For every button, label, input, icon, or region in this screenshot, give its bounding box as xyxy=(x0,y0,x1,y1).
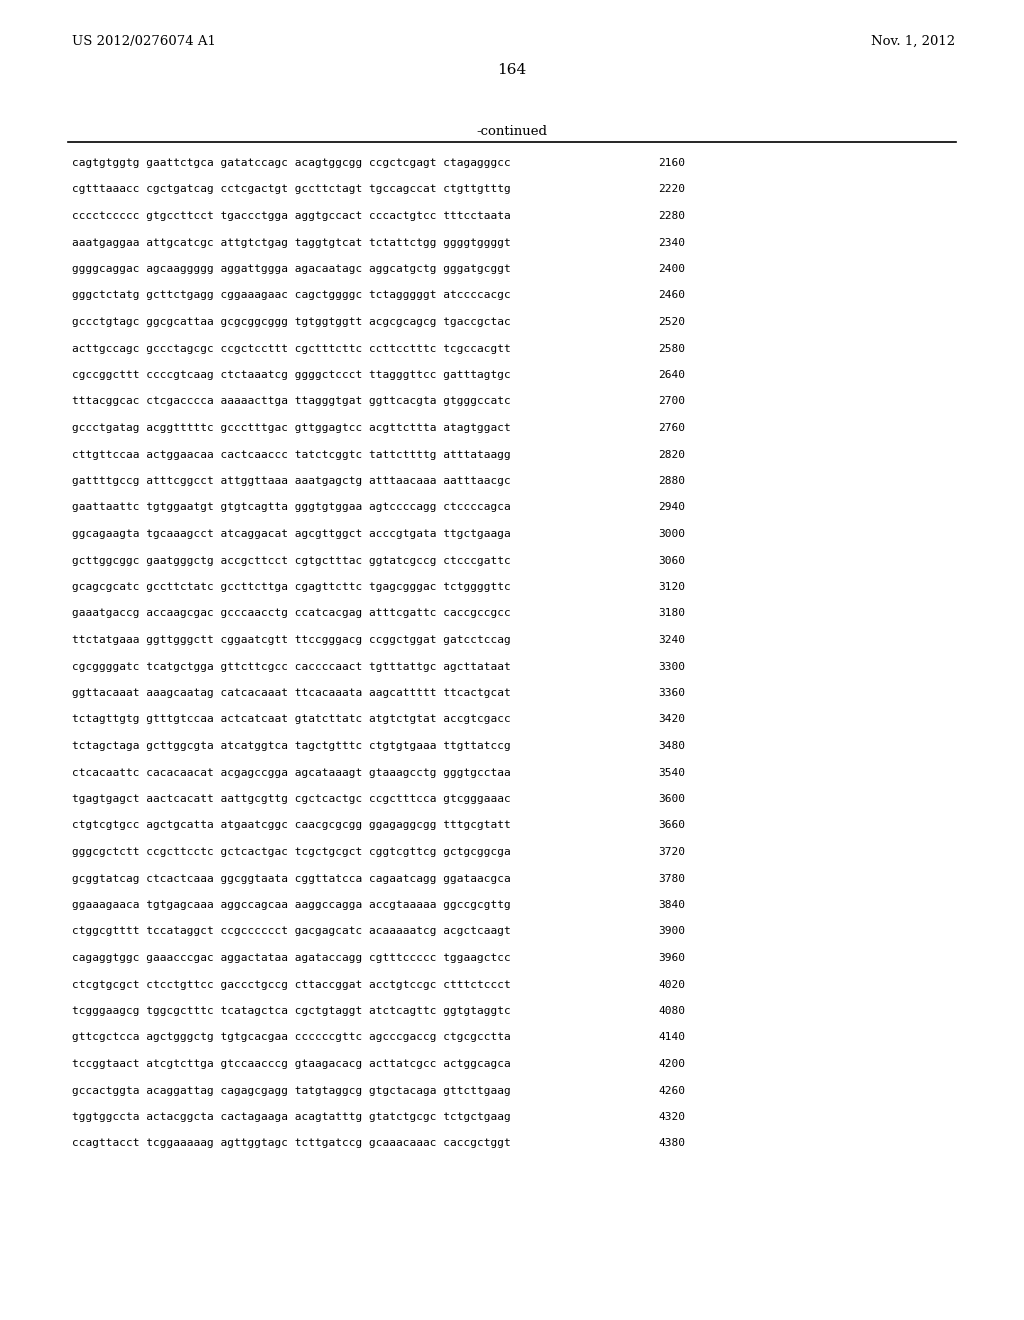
Text: 3960: 3960 xyxy=(658,953,685,964)
Text: 4140: 4140 xyxy=(658,1032,685,1043)
Text: 164: 164 xyxy=(498,63,526,77)
Text: ggttacaaat aaagcaatag catcacaaat ttcacaaata aagcattttt ttcactgcat: ggttacaaat aaagcaatag catcacaaat ttcacaa… xyxy=(72,688,511,698)
Text: 3300: 3300 xyxy=(658,661,685,672)
Text: 2280: 2280 xyxy=(658,211,685,220)
Text: gggcgctctt ccgcttcctc gctcactgac tcgctgcgct cggtcgttcg gctgcggcga: gggcgctctt ccgcttcctc gctcactgac tcgctgc… xyxy=(72,847,511,857)
Text: 2700: 2700 xyxy=(658,396,685,407)
Text: 3480: 3480 xyxy=(658,741,685,751)
Text: ggcagaagta tgcaaagcct atcaggacat agcgttggct acccgtgata ttgctgaaga: ggcagaagta tgcaaagcct atcaggacat agcgttg… xyxy=(72,529,511,539)
Text: 3840: 3840 xyxy=(658,900,685,909)
Text: 3780: 3780 xyxy=(658,874,685,883)
Text: Nov. 1, 2012: Nov. 1, 2012 xyxy=(870,36,955,48)
Text: 4380: 4380 xyxy=(658,1138,685,1148)
Text: 3420: 3420 xyxy=(658,714,685,725)
Text: ctgtcgtgcc agctgcatta atgaatcggc caacgcgcgg ggagaggcgg tttgcgtatt: ctgtcgtgcc agctgcatta atgaatcggc caacgcg… xyxy=(72,821,511,830)
Text: US 2012/0276074 A1: US 2012/0276074 A1 xyxy=(72,36,216,48)
Text: 2400: 2400 xyxy=(658,264,685,275)
Text: 3120: 3120 xyxy=(658,582,685,591)
Text: 4260: 4260 xyxy=(658,1085,685,1096)
Text: 2460: 2460 xyxy=(658,290,685,301)
Text: 3240: 3240 xyxy=(658,635,685,645)
Text: ttctatgaaa ggttgggctt cggaatcgtt ttccgggacg ccggctggat gatcctccag: ttctatgaaa ggttgggctt cggaatcgtt ttccggg… xyxy=(72,635,511,645)
Text: ctggcgtttt tccataggct ccgcccccct gacgagcatc acaaaaatcg acgctcaagt: ctggcgtttt tccataggct ccgcccccct gacgagc… xyxy=(72,927,511,936)
Text: tctagttgtg gtttgtccaa actcatcaat gtatcttatc atgtctgtat accgtcgacc: tctagttgtg gtttgtccaa actcatcaat gtatctt… xyxy=(72,714,511,725)
Text: tgagtgagct aactcacatt aattgcgttg cgctcactgc ccgctttcca gtcgggaaac: tgagtgagct aactcacatt aattgcgttg cgctcac… xyxy=(72,795,511,804)
Text: 3540: 3540 xyxy=(658,767,685,777)
Text: tcgggaagcg tggcgctttc tcatagctca cgctgtaggt atctcagttc ggtgtaggtc: tcgggaagcg tggcgctttc tcatagctca cgctgta… xyxy=(72,1006,511,1016)
Text: gccctgatag acggtttttc gccctttgac gttggagtcc acgttcttta atagtggact: gccctgatag acggtttttc gccctttgac gttggag… xyxy=(72,422,511,433)
Text: 3060: 3060 xyxy=(658,556,685,565)
Text: tctagctaga gcttggcgta atcatggtca tagctgtttc ctgtgtgaaa ttgttatccg: tctagctaga gcttggcgta atcatggtca tagctgt… xyxy=(72,741,511,751)
Text: tttacggcac ctcgacccca aaaaacttga ttagggtgat ggttcacgta gtgggccatc: tttacggcac ctcgacccca aaaaacttga ttagggt… xyxy=(72,396,511,407)
Text: cagtgtggtg gaattctgca gatatccagc acagtggcgg ccgctcgagt ctagagggcc: cagtgtggtg gaattctgca gatatccagc acagtgg… xyxy=(72,158,511,168)
Text: tggtggccta actacggcta cactagaaga acagtatttg gtatctgcgc tctgctgaag: tggtggccta actacggcta cactagaaga acagtat… xyxy=(72,1111,511,1122)
Text: gggctctatg gcttctgagg cggaaagaac cagctggggc tctagggggt atccccacgc: gggctctatg gcttctgagg cggaaagaac cagctgg… xyxy=(72,290,511,301)
Text: 3360: 3360 xyxy=(658,688,685,698)
Text: cgcggggatc tcatgctgga gttcttcgcc caccccaact tgtttattgc agcttataat: cgcggggatc tcatgctgga gttcttcgcc cacccca… xyxy=(72,661,511,672)
Text: gaattaattc tgtggaatgt gtgtcagtta gggtgtggaa agtccccagg ctccccagca: gaattaattc tgtggaatgt gtgtcagtta gggtgtg… xyxy=(72,503,511,512)
Text: 2160: 2160 xyxy=(658,158,685,168)
Text: ggaaagaaca tgtgagcaaa aggccagcaa aaggccagga accgtaaaaa ggccgcgttg: ggaaagaaca tgtgagcaaa aggccagcaa aaggcca… xyxy=(72,900,511,909)
Text: ggggcaggac agcaaggggg aggattggga agacaatagc aggcatgctg gggatgcggt: ggggcaggac agcaaggggg aggattggga agacaat… xyxy=(72,264,511,275)
Text: gttcgctcca agctgggctg tgtgcacgaa ccccccgttc agcccgaccg ctgcgcctta: gttcgctcca agctgggctg tgtgcacgaa ccccccg… xyxy=(72,1032,511,1043)
Text: 2580: 2580 xyxy=(658,343,685,354)
Text: 2940: 2940 xyxy=(658,503,685,512)
Text: 2520: 2520 xyxy=(658,317,685,327)
Text: 3900: 3900 xyxy=(658,927,685,936)
Text: gccctgtagc ggcgcattaa gcgcggcggg tgtggtggtt acgcgcagcg tgaccgctac: gccctgtagc ggcgcattaa gcgcggcggg tgtggtg… xyxy=(72,317,511,327)
Text: ccagttacct tcggaaaaag agttggtagc tcttgatccg gcaaacaaac caccgctggt: ccagttacct tcggaaaaag agttggtagc tcttgat… xyxy=(72,1138,511,1148)
Text: gcttggcggc gaatgggctg accgcttcct cgtgctttac ggtatcgccg ctcccgattc: gcttggcggc gaatgggctg accgcttcct cgtgctt… xyxy=(72,556,511,565)
Text: cgccggcttt ccccgtcaag ctctaaatcg ggggctccct ttagggttcc gatttagtgc: cgccggcttt ccccgtcaag ctctaaatcg ggggctc… xyxy=(72,370,511,380)
Text: 3000: 3000 xyxy=(658,529,685,539)
Text: cagaggtggc gaaacccgac aggactataa agataccagg cgtttccccc tggaagctcc: cagaggtggc gaaacccgac aggactataa agatacc… xyxy=(72,953,511,964)
Text: 2220: 2220 xyxy=(658,185,685,194)
Text: gcagcgcatc gccttctatc gccttcttga cgagttcttc tgagcgggac tctggggttc: gcagcgcatc gccttctatc gccttcttga cgagttc… xyxy=(72,582,511,591)
Text: acttgccagc gccctagcgc ccgctccttt cgctttcttc ccttcctttc tcgccacgtt: acttgccagc gccctagcgc ccgctccttt cgctttc… xyxy=(72,343,511,354)
Text: gattttgccg atttcggcct attggttaaa aaatgagctg atttaacaaa aatttaacgc: gattttgccg atttcggcct attggttaaa aaatgag… xyxy=(72,477,511,486)
Text: 3600: 3600 xyxy=(658,795,685,804)
Text: ctcgtgcgct ctcctgttcc gaccctgccg cttaccggat acctgtccgc ctttctccct: ctcgtgcgct ctcctgttcc gaccctgccg cttaccg… xyxy=(72,979,511,990)
Text: 4080: 4080 xyxy=(658,1006,685,1016)
Text: gcggtatcag ctcactcaaa ggcggtaata cggttatcca cagaatcagg ggataacgca: gcggtatcag ctcactcaaa ggcggtaata cggttat… xyxy=(72,874,511,883)
Text: cttgttccaa actggaacaa cactcaaccc tatctcggtc tattcttttg atttataagg: cttgttccaa actggaacaa cactcaaccc tatctcg… xyxy=(72,450,511,459)
Text: 3720: 3720 xyxy=(658,847,685,857)
Text: 3660: 3660 xyxy=(658,821,685,830)
Text: gaaatgaccg accaagcgac gcccaacctg ccatcacgag atttcgattc caccgccgcc: gaaatgaccg accaagcgac gcccaacctg ccatcac… xyxy=(72,609,511,619)
Text: 2340: 2340 xyxy=(658,238,685,248)
Text: gccactggta acaggattag cagagcgagg tatgtaggcg gtgctacaga gttcttgaag: gccactggta acaggattag cagagcgagg tatgtag… xyxy=(72,1085,511,1096)
Text: 2760: 2760 xyxy=(658,422,685,433)
Text: aaatgaggaa attgcatcgc attgtctgag taggtgtcat tctattctgg ggggtggggt: aaatgaggaa attgcatcgc attgtctgag taggtgt… xyxy=(72,238,511,248)
Text: 2880: 2880 xyxy=(658,477,685,486)
Text: 4020: 4020 xyxy=(658,979,685,990)
Text: 3180: 3180 xyxy=(658,609,685,619)
Text: 4200: 4200 xyxy=(658,1059,685,1069)
Text: cccctccccc gtgccttcct tgaccctgga aggtgccact cccactgtcc tttcctaata: cccctccccc gtgccttcct tgaccctgga aggtgcc… xyxy=(72,211,511,220)
Text: tccggtaact atcgtcttga gtccaacccg gtaagacacg acttatcgcc actggcagca: tccggtaact atcgtcttga gtccaacccg gtaagac… xyxy=(72,1059,511,1069)
Text: ctcacaattc cacacaacat acgagccgga agcataaagt gtaaagcctg gggtgcctaa: ctcacaattc cacacaacat acgagccgga agcataa… xyxy=(72,767,511,777)
Text: 2640: 2640 xyxy=(658,370,685,380)
Text: cgtttaaacc cgctgatcag cctcgactgt gccttctagt tgccagccat ctgttgtttg: cgtttaaacc cgctgatcag cctcgactgt gccttct… xyxy=(72,185,511,194)
Text: 4320: 4320 xyxy=(658,1111,685,1122)
Text: 2820: 2820 xyxy=(658,450,685,459)
Text: -continued: -continued xyxy=(476,125,548,139)
